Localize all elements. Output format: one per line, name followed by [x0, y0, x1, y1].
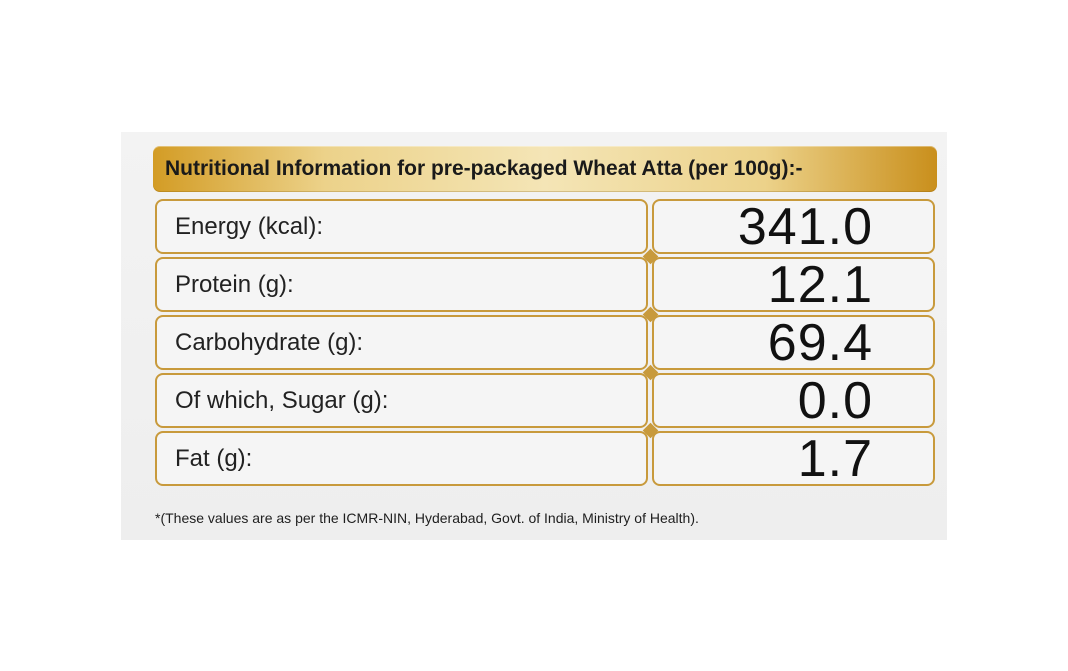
row-label: Fat (g): — [175, 444, 253, 472]
nutrition-row-energy: Energy (kcal): 341.0 — [155, 199, 935, 254]
row-value: 12.1 — [767, 255, 873, 314]
nutrition-row-carbohydrate: Carbohydrate (g): 69.4 — [155, 306, 935, 370]
row-label: Carbohydrate (g): — [175, 328, 364, 356]
row-label-cell: Fat (g): — [155, 431, 648, 486]
row-value: 341.0 — [737, 197, 873, 256]
row-value: 0.0 — [797, 371, 873, 430]
row-label: Protein (g): — [175, 270, 294, 298]
row-label: Energy (kcal): — [175, 212, 324, 240]
row-value: 1.7 — [797, 429, 873, 488]
nutrition-header: Nutritional Information for pre-packaged… — [153, 146, 937, 192]
nutrition-panel: Nutritional Information for pre-packaged… — [121, 132, 947, 540]
row-label-cell: Protein (g): — [155, 257, 648, 312]
nutrition-row-protein: Protein (g): 12.1 — [155, 248, 935, 312]
nutrition-row-sugar: Of which, Sugar (g): 0.0 — [155, 364, 935, 428]
row-value-cell: 69.4 — [652, 315, 935, 370]
nutrition-row-fat: Fat (g): 1.7 — [155, 422, 935, 486]
row-label: Of which, Sugar (g): — [175, 386, 389, 414]
row-value-cell: 341.0 — [652, 199, 935, 254]
row-label-cell: Carbohydrate (g): — [155, 315, 648, 370]
footnote: *(These values are as per the ICMR-NIN, … — [155, 510, 699, 526]
row-value-cell: 0.0 — [652, 373, 935, 428]
nutrition-table: Energy (kcal): 341.0 Protein (g): 12.1 C… — [155, 199, 935, 489]
row-label-cell: Energy (kcal): — [155, 199, 648, 254]
row-label-cell: Of which, Sugar (g): — [155, 373, 648, 428]
row-value-cell: 1.7 — [652, 431, 935, 486]
nutrition-title: Nutritional Information for pre-packaged… — [165, 157, 803, 180]
row-value: 69.4 — [767, 313, 873, 372]
row-value-cell: 12.1 — [652, 257, 935, 312]
